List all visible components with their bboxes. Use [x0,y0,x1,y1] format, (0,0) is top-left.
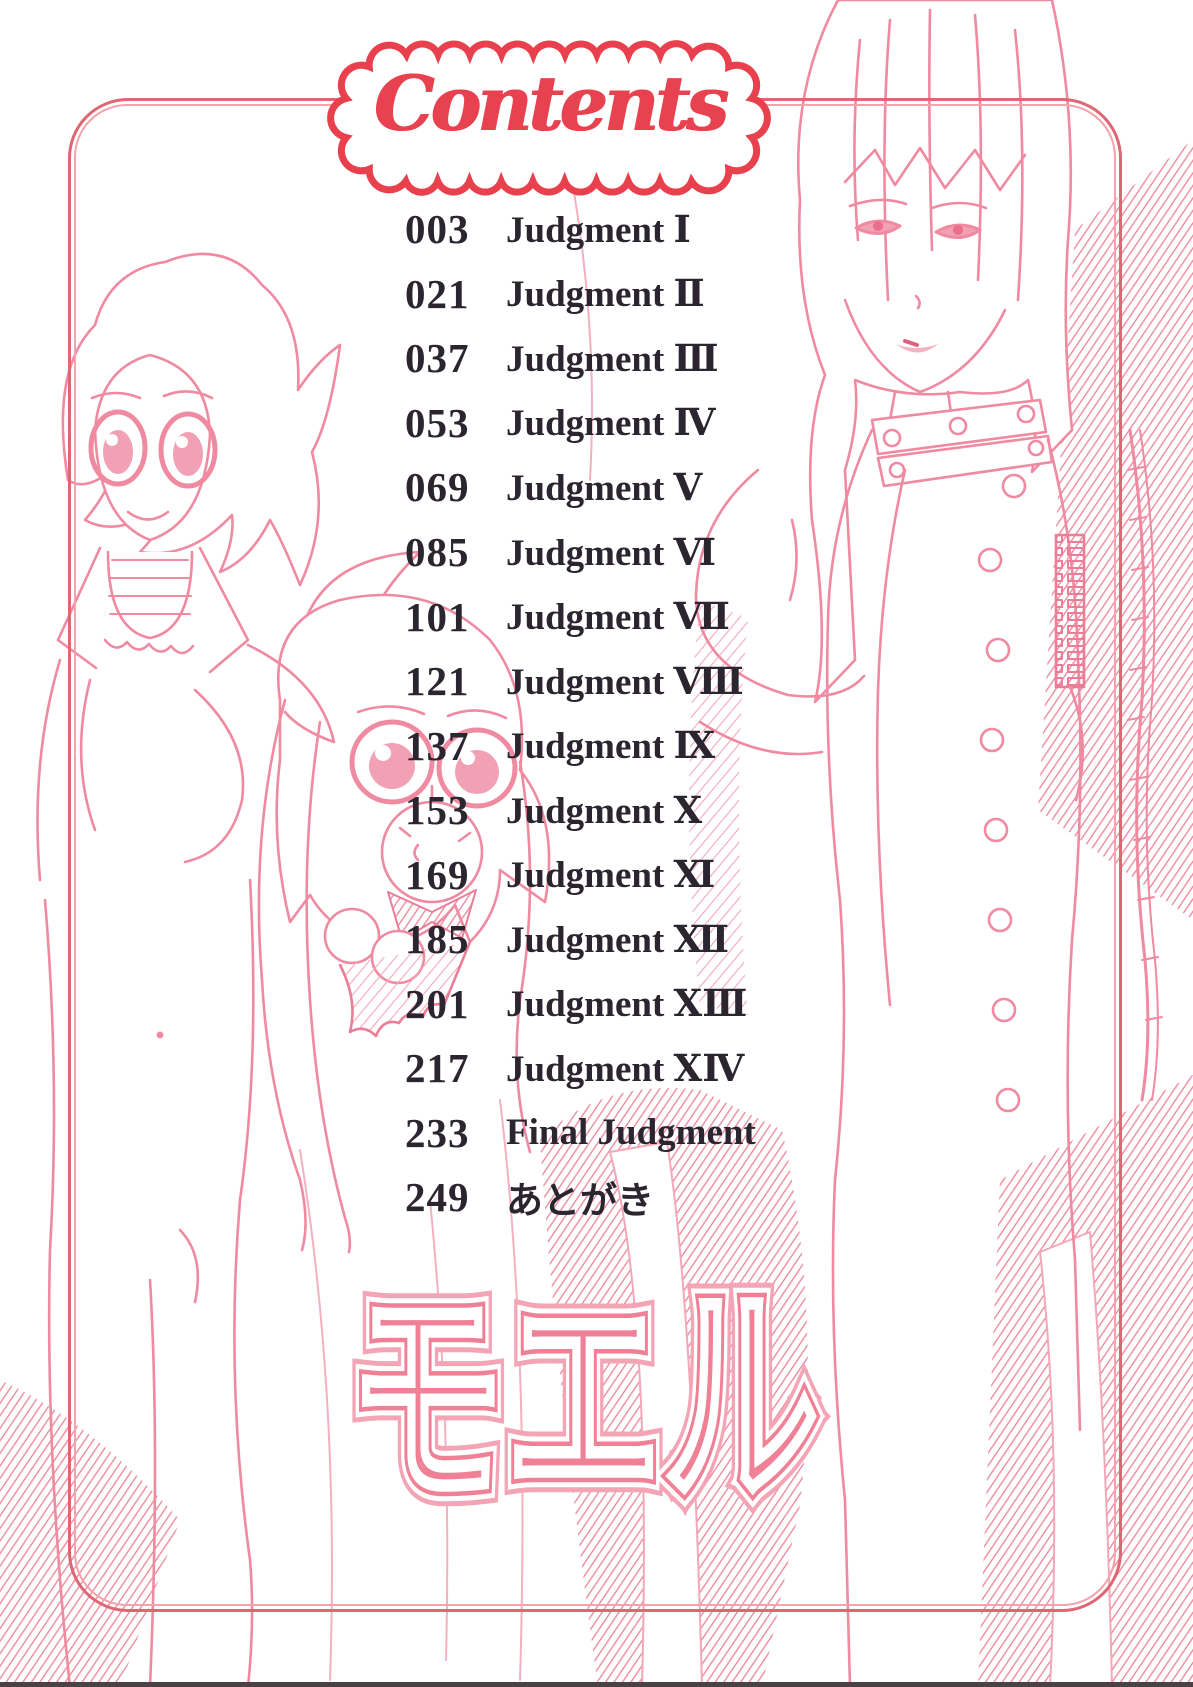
toc-entry: 037 Judgment Ⅲ [405,326,965,391]
artwork-left-figure [0,252,342,1687]
toc-entry-page-number: 021 [405,270,470,317]
toc-entry-title: Judgment Ⅲ [506,338,719,380]
book-title: モエル モエル モエル モエル モエル [337,1245,831,1578]
toc-list: 003 Judgment Ⅰ 021 Judgment Ⅱ 037 Judgment … [405,197,965,1230]
toc-entry-title: Final Judgment [506,1112,756,1154]
artwork-right-figure [540,0,1193,1687]
toc-entry-page-number: 201 [405,980,470,1027]
book-title-outline-inner: モエル [343,1255,823,1546]
toc-entry-title: Judgment Ⅻ [506,919,730,961]
book-title-outline-gap: モエル [340,1250,827,1551]
toc-entry-title: Judgment Ⅰ [506,209,691,251]
toc-entry-page-number: 121 [405,658,470,705]
toc-entry: 217 Judgment ⅩⅣ [405,1036,965,1101]
toc-entry-title: Judgment Ⅶ [506,597,730,639]
toc-entry-page-number: 233 [405,1109,470,1156]
toc-entry-title: Judgment Ⅱ [506,274,705,316]
toc-entry: 069 Judgment Ⅴ [405,455,965,520]
toc-entry-page-number: 185 [405,916,470,963]
toc-entry-page-number: 085 [405,529,470,575]
center-figure-eyes [349,705,518,809]
contents-bubble: Contents [318,22,780,214]
bottom-edge-strip [0,1682,1193,1687]
right-figure-eyes [848,198,988,239]
book-title-text: モエル [348,1258,819,1544]
toc-entry: 185 Judgment Ⅻ [405,907,965,972]
toc-entry-title: Judgment Ⅴ [506,467,703,509]
toc-entry-page-number: 101 [405,593,470,640]
toc-entry: 233 Final Judgment [405,1101,965,1166]
toc-entry-title: あとがき [506,1181,654,1223]
toc-entry-page-number: 037 [405,335,470,382]
toc-entry: 249 あとがき [405,1165,965,1230]
toc-entry-page-number: 249 [405,1174,470,1221]
toc-entry: 101 Judgment Ⅶ [405,584,965,649]
toc-entry-title: Judgment ⅩⅢ [506,984,748,1026]
toc-entry-title: Judgment Ⅳ [506,403,716,445]
toc-entry-title: Judgment Ⅷ [506,661,744,703]
page-title: Contents [373,59,728,148]
toc-entry: 003 Judgment Ⅰ [405,197,965,262]
toc-entry: 137 Judgment Ⅸ [405,713,965,778]
toc-entry-title: Judgment ⅩⅣ [506,1048,745,1090]
left-figure-eyes [88,390,218,489]
book-title-outline-core-gap: モエル [346,1260,821,1542]
toc-entry-page-number: 169 [405,851,470,898]
toc-entry-page-number: 003 [405,206,470,253]
toc-entry-title: Judgment Ⅺ [506,855,716,897]
toc-entry: 053 Judgment Ⅳ [405,391,965,456]
left-figure-collar [56,546,250,674]
book-title-outline-outer: モエル [337,1245,831,1556]
contents-bubble-outline [327,40,771,196]
toc-entry: 169 Judgment Ⅺ [405,842,965,907]
toc-entry: 021 Judgment Ⅱ [405,262,965,327]
right-figure-buttons [977,473,1027,1113]
center-figure-plush [380,784,484,904]
toc-entry-page-number: 069 [405,464,470,511]
toc-entry-title: Judgment Ⅸ [506,726,716,768]
toc-entry-page-number: 053 [405,399,470,446]
toc-entry-title: Judgment Ⅹ [506,790,703,832]
right-figure-zipper [1054,533,1086,689]
toc-entry-page-number: 137 [405,722,470,769]
toc-entry-title: Judgment Ⅵ [506,532,717,574]
toc-entry: 085 Judgment Ⅵ [405,520,965,585]
toc-entry: 153 Judgment Ⅹ [405,778,965,843]
artwork-center-figure [257,550,551,1254]
toc-entry-page-number: 153 [405,787,470,834]
toc-entry: 121 Judgment Ⅷ [405,649,965,714]
right-figure-collar [870,398,1054,488]
toc-entry-page-number: 217 [405,1045,470,1092]
toc-entry: 201 Judgment ⅩⅢ [405,972,965,1037]
